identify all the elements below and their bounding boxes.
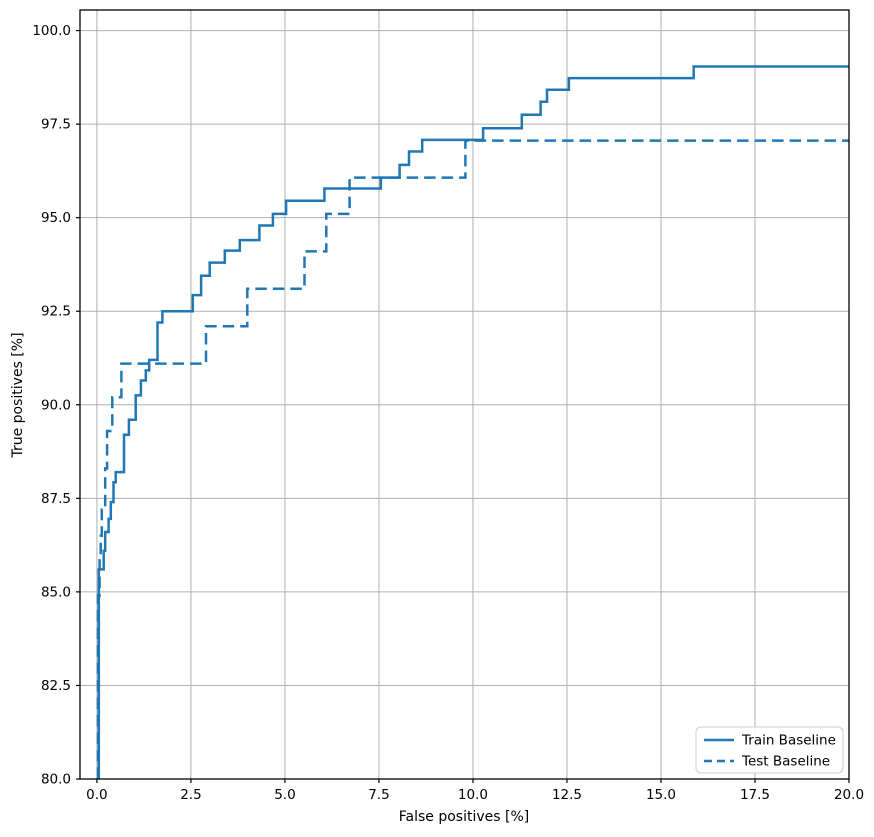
x-tick-label: 5.0 [274,787,295,803]
legend-item-train: Train Baseline [704,733,836,749]
y-tick-label: 100.0 [32,23,71,39]
x-tick-label: 7.5 [368,787,389,803]
x-tick-label: 2.5 [180,787,201,803]
gridlines [80,10,850,780]
y-tick-label: 92.5 [41,304,71,320]
y-tick-label: 82.5 [41,678,71,694]
x-tick-label: 12.5 [552,787,582,803]
y-axis-label: True positives [%] [10,332,26,458]
x-tick-label: 20.0 [834,787,864,803]
y-tick-label: 97.5 [41,117,71,133]
data-curves [96,65,849,779]
curve-test-baseline [96,139,849,779]
legend-item-test: Test Baseline [704,754,830,770]
curve-train-baseline [97,65,849,779]
y-tick-label: 95.0 [41,210,71,226]
y-tick-label: 87.5 [41,491,71,507]
x-tick-label: 17.5 [740,787,770,803]
x-tick-label: 0.0 [86,787,107,803]
x-tick-label: 10.0 [458,787,488,803]
y-tick-label: 80.0 [41,772,71,788]
plot-area [80,10,849,779]
legend-label-test: Test Baseline [741,754,830,770]
axes-frame [79,9,850,780]
axis-ticks: 0.0 2.5 5.0 7.5 10.0 12.5 15.0 17.5 20.0 80.0 82.5… [32,23,864,803]
x-tick-label: 15.0 [646,787,676,803]
legend-label-train: Train Baseline [741,733,836,749]
x-axis-label: False positives [%] [399,809,529,825]
y-tick-label: 90.0 [41,397,71,413]
y-tick-label: 85.0 [41,584,71,600]
legend: Train Baseline Test Baseline [695,726,844,774]
